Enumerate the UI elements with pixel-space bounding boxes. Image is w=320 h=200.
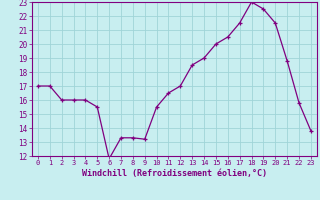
X-axis label: Windchill (Refroidissement éolien,°C): Windchill (Refroidissement éolien,°C) [82, 169, 267, 178]
